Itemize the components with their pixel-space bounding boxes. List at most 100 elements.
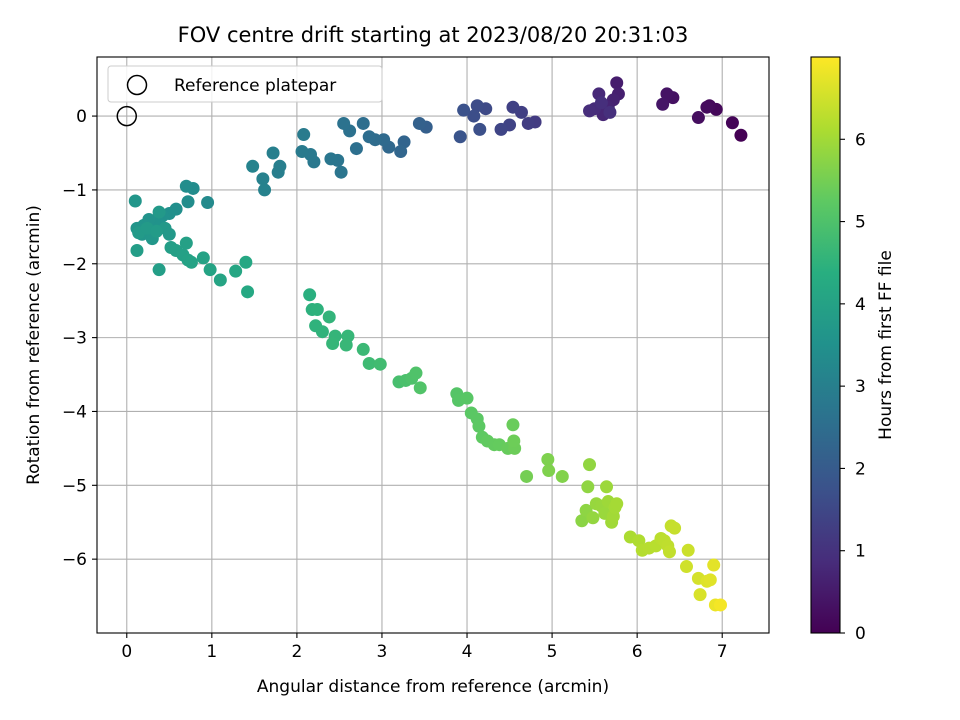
data-point	[266, 146, 280, 160]
data-point	[179, 179, 193, 193]
legend-label: Reference platepar	[174, 76, 336, 96]
data-point	[700, 100, 714, 114]
data-point	[334, 165, 348, 179]
data-point	[324, 152, 338, 166]
data-point	[555, 469, 569, 483]
data-point	[152, 205, 166, 219]
data-point	[213, 273, 227, 287]
colorbar: 0 1 2 3 4 5 6 Hours from first FF file	[810, 56, 896, 644]
y-tick-label: −3	[62, 329, 87, 349]
colorbar-tick-label: 5	[855, 213, 866, 233]
data-point	[681, 543, 695, 557]
data-point	[600, 480, 614, 494]
data-point	[542, 464, 556, 478]
data-point	[128, 194, 142, 208]
reference-marker	[116, 105, 138, 127]
data-point	[295, 145, 309, 159]
colorbar-tick-label: 4	[855, 295, 866, 315]
data-point	[521, 116, 535, 130]
data-point	[246, 159, 260, 173]
data-point	[256, 172, 270, 186]
data-point	[310, 303, 324, 317]
data-point	[691, 111, 705, 125]
x-tick-label: 2	[291, 642, 302, 662]
data-point	[203, 263, 217, 277]
colorbar-tick-label: 0	[855, 624, 866, 644]
data-point	[457, 103, 471, 117]
data-point	[610, 497, 624, 511]
data-point	[412, 116, 426, 130]
legend-marker	[126, 74, 148, 96]
data-point	[322, 310, 336, 324]
y-tick-label: 0	[76, 107, 87, 127]
data-point	[507, 434, 521, 448]
y-tick-label: −1	[62, 181, 87, 201]
data-point	[362, 356, 376, 370]
data-point	[179, 236, 193, 250]
data-point	[356, 342, 370, 356]
plot-points	[128, 76, 748, 612]
x-tick-label: 3	[377, 642, 388, 662]
legend: Reference platepar	[107, 65, 383, 103]
x-tick-label: 7	[717, 642, 728, 662]
data-point	[520, 469, 534, 483]
data-point	[150, 224, 164, 238]
data-point	[703, 573, 717, 587]
data-point	[339, 338, 353, 352]
data-point	[181, 195, 195, 209]
data-point	[297, 128, 311, 142]
data-point	[603, 105, 617, 119]
plot-frame	[96, 56, 770, 634]
colorbar-tick-label: 1	[855, 542, 866, 562]
data-point	[453, 130, 467, 144]
x-axis: 0 1 2 3 4 5 6 7	[121, 633, 728, 662]
data-point	[349, 142, 363, 156]
data-point	[184, 255, 198, 269]
data-point	[362, 130, 376, 144]
data-point	[130, 243, 144, 257]
data-point	[239, 255, 253, 269]
data-point	[707, 558, 721, 572]
data-point	[315, 325, 329, 339]
data-point	[152, 263, 166, 277]
data-point	[356, 116, 370, 130]
y-axis: 0 −1 −2 −3 −4 −5 −6	[62, 107, 97, 570]
data-point	[668, 521, 682, 535]
colorbar-ticks: 0 1 2 3 4 5 6	[840, 130, 866, 644]
colorbar-tick-label: 6	[855, 130, 866, 150]
data-point	[470, 99, 484, 113]
data-point	[326, 337, 340, 351]
data-point	[460, 391, 474, 405]
x-tick-label: 0	[121, 642, 132, 662]
colorbar-gradient	[810, 56, 841, 634]
data-point	[586, 511, 600, 525]
colorbar-label: Hours from first FF file	[876, 250, 896, 440]
data-point	[337, 116, 351, 130]
data-point	[575, 514, 589, 528]
data-point	[660, 87, 674, 101]
x-tick-label: 5	[547, 642, 558, 662]
data-point	[373, 357, 387, 371]
data-point	[714, 598, 728, 612]
data-point	[413, 381, 427, 395]
data-point	[196, 251, 210, 265]
colorbar-tick-label: 2	[855, 459, 866, 479]
x-tick-label: 4	[462, 642, 473, 662]
data-point	[258, 183, 272, 197]
data-point	[662, 545, 676, 559]
data-point	[725, 116, 739, 130]
colorbar-tick-label: 3	[855, 377, 866, 397]
x-tick-label: 1	[206, 642, 217, 662]
data-point	[541, 452, 555, 466]
x-axis-label: Angular distance from reference (arcmin)	[257, 677, 609, 697]
data-point	[472, 419, 486, 433]
data-point	[467, 109, 481, 123]
data-point	[473, 122, 487, 136]
data-point	[494, 122, 508, 136]
data-point	[581, 480, 595, 494]
data-point	[656, 97, 670, 111]
legend-box	[107, 65, 383, 103]
data-point	[594, 96, 608, 110]
data-point	[506, 100, 520, 114]
